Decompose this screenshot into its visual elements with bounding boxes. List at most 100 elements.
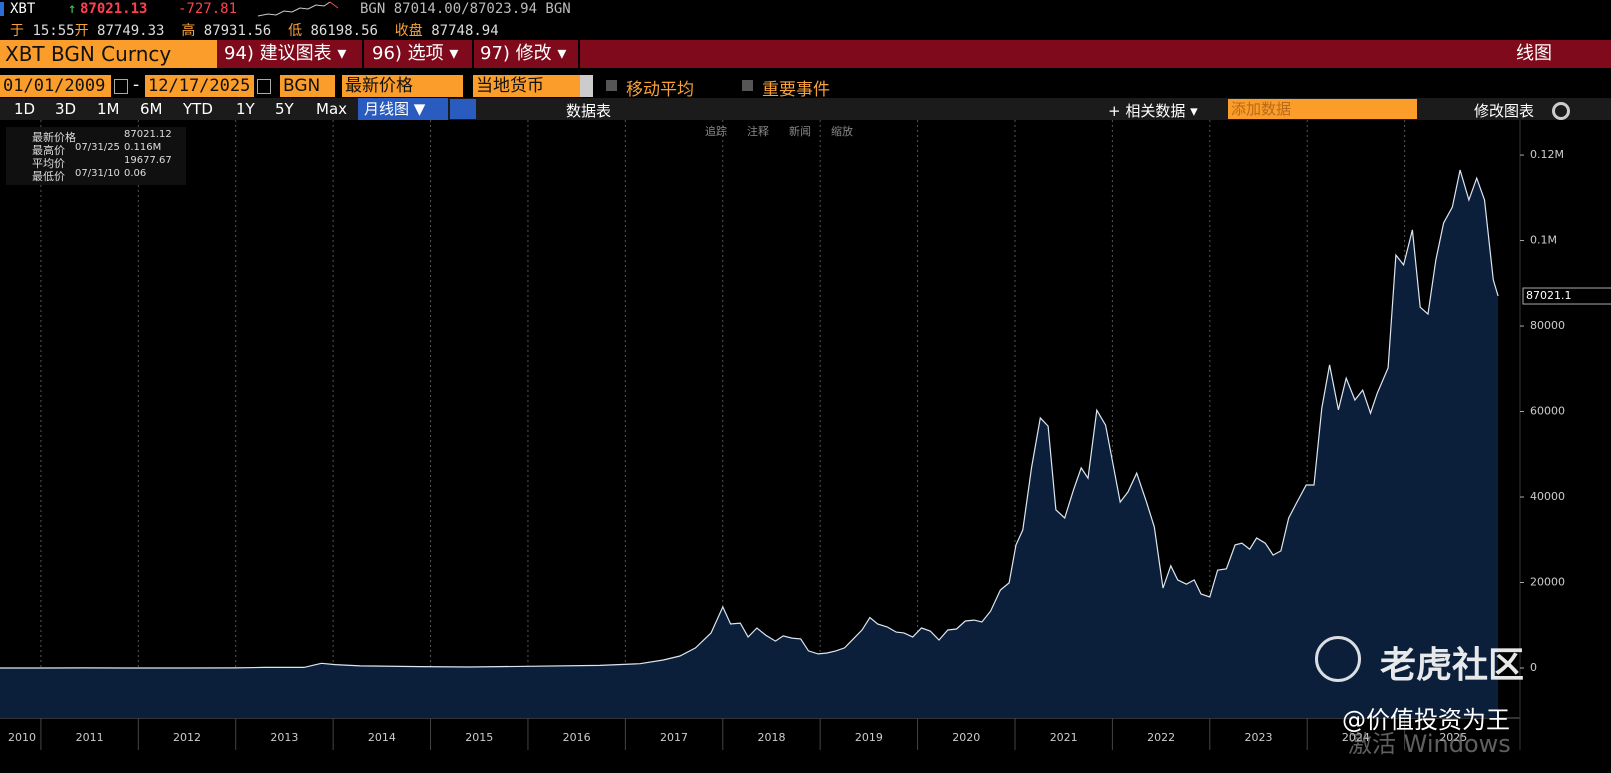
- quote-label: 于: [10, 23, 24, 39]
- quote-label: 低: [288, 23, 303, 39]
- checkbox-label[interactable]: 重要事件: [762, 80, 830, 100]
- quote-value: 87931.56: [203, 23, 272, 39]
- y-tick-label: 0.12M: [1530, 148, 1564, 161]
- security[interactable]: XBT BGN Curncy: [0, 40, 217, 68]
- x-tick-label: 2014: [368, 731, 396, 744]
- sparkline: [258, 1, 338, 17]
- x-tick-label: 2011: [76, 731, 104, 744]
- menu-item[interactable]: 97) 修改 ▾: [480, 43, 567, 64]
- x-tick-label: 2019: [855, 731, 883, 744]
- currency[interactable]: 当地货币: [473, 75, 580, 97]
- quote-value: 87748.94: [431, 23, 499, 39]
- source[interactable]: BGN: [280, 75, 335, 97]
- checkbox[interactable]: [606, 80, 617, 91]
- watermark: 老虎社区: [1380, 645, 1525, 686]
- separator: [578, 40, 580, 68]
- x-tick-label: 2020: [952, 731, 980, 744]
- last-value-box: [1522, 287, 1611, 305]
- separator: [362, 40, 364, 68]
- last-value-label: 87021.1: [1526, 289, 1572, 302]
- calendar-icon[interactable]: [257, 79, 271, 94]
- add-data[interactable]: 添加数据: [1228, 99, 1417, 119]
- x-tick-label: 2015: [465, 731, 493, 744]
- quote-label: 收盘: [394, 23, 423, 39]
- chart-tool[interactable]: 追踪: [705, 125, 727, 138]
- x-tick-label: 2017: [660, 731, 688, 744]
- change: -727.81: [178, 1, 238, 17]
- quote-value: 87749.33: [97, 23, 165, 39]
- x-tick-label: 2024: [1342, 731, 1370, 744]
- edit-chart[interactable]: 修改图表: [1474, 102, 1535, 120]
- last-price: 87021.13: [80, 1, 148, 17]
- stat-value: 87021.12: [124, 129, 172, 140]
- x-tick-label: 2012: [173, 731, 201, 744]
- chart-tool[interactable]: 新闻: [789, 125, 811, 138]
- separator: -: [133, 75, 140, 95]
- y-tick-label: 20000: [1530, 575, 1565, 588]
- y-tick-label: 0: [1530, 661, 1537, 674]
- x-tick-label: 2025: [1439, 731, 1467, 744]
- x-tick-label: 2023: [1245, 731, 1273, 744]
- field[interactable]: 最新价格: [342, 75, 463, 97]
- x-axis-strip: [0, 718, 1520, 750]
- calendar-icon[interactable]: [114, 79, 128, 94]
- quote-row: 于 15:55开 87749.33 高 87931.56 低 86198.56 …: [10, 20, 499, 40]
- quote-value: 15:55: [32, 23, 75, 39]
- stat-value: 0.116M: [124, 142, 162, 153]
- chart: 2010 2011 2012 2013 2014 2015 2016 2017 2018 2019…: [0, 120, 1611, 750]
- y-tick-label: 0.1M: [1530, 234, 1557, 247]
- menu-item[interactable]: 94) 建议图表 ▾: [224, 43, 347, 64]
- stat-label: 最高价: [32, 144, 65, 157]
- watermark-logo: [1315, 636, 1361, 682]
- menu-item[interactable]: 96) 选项 ▾: [372, 43, 459, 64]
- stat-date: 07/31/10: [75, 168, 120, 179]
- line: [0, 169, 1499, 669]
- x-tick-label: 2021: [1050, 731, 1078, 744]
- y-tick-label: 80000: [1530, 319, 1565, 332]
- period-button[interactable]: 6M: [140, 100, 163, 118]
- period-button[interactable]: 5Y: [275, 100, 294, 118]
- stat-value: 0.06: [124, 168, 147, 179]
- period-button[interactable]: 3D: [55, 100, 77, 118]
- x-tick-label: 2022: [1147, 731, 1175, 744]
- menu-bar: [0, 40, 1611, 68]
- x-tick-label: 2018: [757, 731, 785, 744]
- related-data[interactable]: + 相关数据 ▾: [1108, 102, 1198, 120]
- quote-label: 高: [181, 23, 196, 39]
- watermark: @价值投资为王: [1342, 706, 1510, 734]
- separator: [472, 40, 474, 68]
- legend: [6, 127, 186, 185]
- quote-label: 开: [74, 23, 89, 39]
- line-icon[interactable]: [450, 99, 476, 119]
- checkbox-label[interactable]: 移动平均: [626, 80, 694, 100]
- stat-label: 最新价格: [32, 131, 76, 144]
- x-tick-label: 2013: [270, 731, 298, 744]
- checkbox[interactable]: [742, 80, 753, 91]
- bid-ask: BGN 87014.00/87023.94 BGN: [360, 1, 571, 17]
- period-button[interactable]: 1D: [14, 100, 36, 118]
- y-tick-label: 40000: [1530, 490, 1565, 503]
- area: [0, 170, 1499, 718]
- stat-value: 19677.67: [124, 155, 172, 166]
- settings-icon[interactable]: [1552, 102, 1570, 120]
- chart-style[interactable]: 月线图 ▼: [358, 98, 448, 120]
- y-tick-label: 60000: [1530, 405, 1565, 418]
- start-date[interactable]: 01/01/2009: [0, 75, 111, 97]
- end-date[interactable]: 12/17/2025: [145, 75, 254, 97]
- period-button[interactable]: YTD: [183, 100, 213, 118]
- chart-tool[interactable]: 缩放: [831, 125, 853, 138]
- marker: [0, 2, 4, 16]
- view-name: 线图: [1516, 43, 1552, 64]
- up-arrow: ↑: [68, 1, 77, 17]
- period-button[interactable]: 1Y: [236, 100, 255, 118]
- ticker: XBT: [10, 1, 36, 17]
- dropdown[interactable]: [580, 75, 593, 97]
- period-button[interactable]: Max: [316, 100, 348, 118]
- chart-tool[interactable]: 注释: [747, 125, 769, 138]
- stat-label: 平均价: [32, 157, 65, 170]
- period-button[interactable]: 1M: [97, 100, 120, 118]
- stat-label: 最低价: [32, 170, 65, 183]
- x-tick-label: 2010: [8, 731, 36, 744]
- table-button[interactable]: 数据表: [566, 102, 612, 120]
